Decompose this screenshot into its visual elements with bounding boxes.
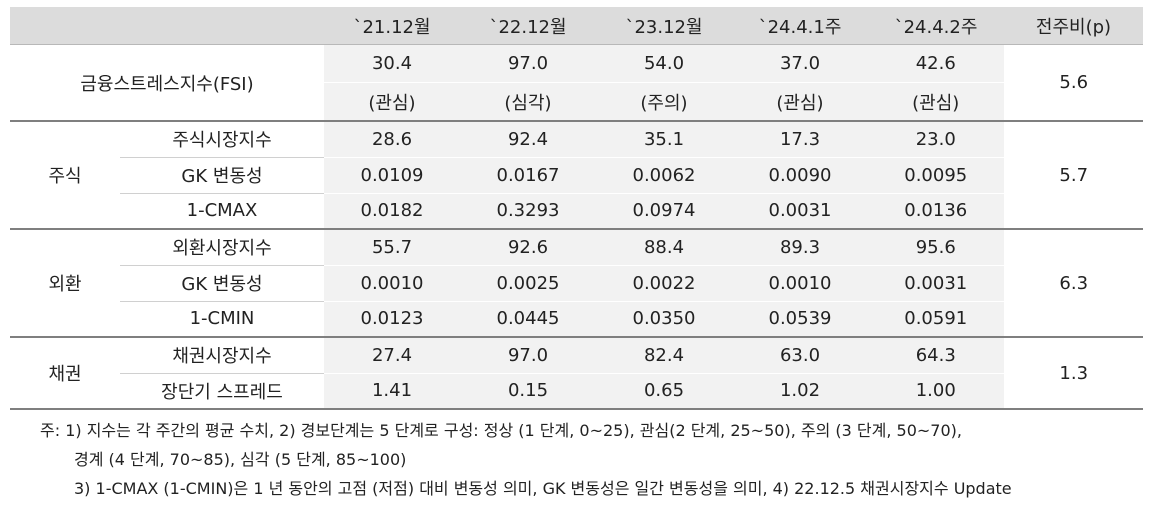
header-row: `21.12월 `22.12월 `23.12월 `24.4.1주 `24.4.2… bbox=[10, 7, 1143, 45]
table-cell: 0.0095 bbox=[868, 157, 1004, 194]
header-col: `21.12월 bbox=[324, 7, 460, 45]
table-cell: 0.0539 bbox=[732, 301, 868, 338]
table-cell: 1.00 bbox=[868, 373, 1004, 410]
table-cell: 0.0090 bbox=[732, 157, 868, 194]
table-cell: 0.0010 bbox=[324, 265, 460, 302]
table-cell: 0.0123 bbox=[324, 301, 460, 338]
table-row: 1-CMIN 0.0123 0.0445 0.0350 0.0539 0.059… bbox=[10, 301, 1143, 338]
fsi-value: 37.0 bbox=[732, 44, 868, 83]
header-col: `22.12월 bbox=[460, 7, 596, 45]
fsi-level: (심각) bbox=[460, 82, 596, 122]
table-cell: 0.0350 bbox=[596, 301, 732, 338]
header-col: `24.4.2주 bbox=[868, 7, 1004, 45]
table-cell: 0.0974 bbox=[596, 193, 732, 230]
table-cell: 82.4 bbox=[596, 337, 732, 374]
table-row: 주식 주식시장지수 28.6 92.4 35.1 17.3 23.0 5.7 bbox=[10, 121, 1143, 230]
table-row: 외환 외환시장지수 55.7 92.6 88.4 89.3 95.6 6.3 bbox=[10, 229, 1143, 338]
fsi-label: 금융스트레스지수(FSI) bbox=[10, 44, 324, 122]
group-label-stock: 주식 bbox=[10, 121, 120, 230]
table-cell: 97.0 bbox=[460, 337, 596, 374]
row-label: 외환시장지수 bbox=[120, 229, 324, 266]
table-cell: 0.0062 bbox=[596, 157, 732, 194]
table-cell: 0.65 bbox=[596, 373, 732, 410]
row-label: GK 변동성 bbox=[120, 265, 324, 302]
fsi-levels-row: (관심) (심각) (주의) (관심) (관심) bbox=[10, 82, 1143, 122]
table-row: 장단기 스프레드 1.41 0.15 0.65 1.02 1.00 bbox=[10, 373, 1143, 410]
table-cell: 64.3 bbox=[868, 337, 1004, 374]
table-cell: 0.3293 bbox=[460, 193, 596, 230]
header-col: `23.12월 bbox=[596, 7, 732, 45]
table-cell: 89.3 bbox=[732, 229, 868, 266]
group-change: 5.7 bbox=[1003, 121, 1143, 230]
table-cell: 0.0031 bbox=[732, 193, 868, 230]
table-row: 1-CMAX 0.0182 0.3293 0.0974 0.0031 0.013… bbox=[10, 193, 1143, 230]
table-cell: 92.6 bbox=[460, 229, 596, 266]
row-label: 1-CMIN bbox=[120, 301, 324, 338]
row-label: 주식시장지수 bbox=[120, 121, 324, 158]
table-row: 채권 채권시장지수 27.4 97.0 82.4 63.0 64.3 1.3 bbox=[10, 337, 1143, 410]
table-cell: 63.0 bbox=[732, 337, 868, 374]
table-cell: 0.0109 bbox=[324, 157, 460, 194]
table-cell: 17.3 bbox=[732, 121, 868, 158]
table-cell: 0.0025 bbox=[460, 265, 596, 302]
fsi-level: (주의) bbox=[596, 82, 732, 122]
fsi-value: 30.4 bbox=[324, 44, 460, 83]
header-change: 전주비(p) bbox=[1004, 7, 1143, 45]
table-cell: 1.41 bbox=[324, 373, 460, 410]
fsi-value: 42.6 bbox=[868, 44, 1004, 83]
note-line: 경계 (4 단계, 70~85), 심각 (5 단계, 85~100) bbox=[74, 450, 407, 469]
table-cell: 0.0182 bbox=[324, 193, 460, 230]
fsi-table: `21.12월 `22.12월 `23.12월 `24.4.1주 `24.4.2… bbox=[10, 7, 1143, 410]
table-cell: 35.1 bbox=[596, 121, 732, 158]
header-blank bbox=[10, 7, 324, 45]
table-row: GK 변동성 0.0010 0.0025 0.0022 0.0010 0.003… bbox=[10, 265, 1143, 302]
fsi-value: 54.0 bbox=[596, 44, 732, 83]
table-cell: 55.7 bbox=[324, 229, 460, 266]
header-col: `24.4.1주 bbox=[732, 7, 868, 45]
table-cell: 28.6 bbox=[324, 121, 460, 158]
table-cell: 0.0136 bbox=[868, 193, 1004, 230]
table-cell: 27.4 bbox=[324, 337, 460, 374]
table-cell: 92.4 bbox=[460, 121, 596, 158]
row-label: GK 변동성 bbox=[120, 157, 324, 194]
row-label: 1-CMAX bbox=[120, 193, 324, 230]
table-cell: 0.0591 bbox=[868, 301, 1004, 338]
note-line: 3) 1-CMAX (1-CMIN)은 1 년 동안의 고점 (저점) 대비 변… bbox=[74, 479, 1012, 498]
group-label-fx: 외환 bbox=[10, 229, 120, 338]
group-change: 1.3 bbox=[1003, 337, 1143, 410]
table-cell: 1.02 bbox=[732, 373, 868, 410]
table-cell: 0.0445 bbox=[460, 301, 596, 338]
fsi-level: (관심) bbox=[868, 82, 1004, 122]
table-cell: 95.6 bbox=[868, 229, 1004, 266]
table-cell: 88.4 bbox=[596, 229, 732, 266]
table-cell: 23.0 bbox=[868, 121, 1004, 158]
table-row: GK 변동성 0.0109 0.0167 0.0062 0.0090 0.009… bbox=[10, 157, 1143, 194]
table-notes: 주: 1) 지수는 각 주간의 평균 수치, 2) 경보단계는 5 단계로 구성… bbox=[40, 416, 1012, 503]
fsi-level: (관심) bbox=[324, 82, 460, 122]
fsi-values-row: 금융스트레스지수(FSI) 30.4 97.0 54.0 37.0 42.6 5… bbox=[10, 44, 1143, 122]
table-cell: 0.0010 bbox=[732, 265, 868, 302]
fsi-level: (관심) bbox=[732, 82, 868, 122]
group-change: 6.3 bbox=[1003, 229, 1143, 338]
row-label: 채권시장지수 bbox=[120, 337, 324, 374]
table-cell: 0.0022 bbox=[596, 265, 732, 302]
table-cell: 0.0167 bbox=[460, 157, 596, 194]
table-cell: 0.15 bbox=[460, 373, 596, 410]
group-label-bond: 채권 bbox=[10, 337, 120, 410]
table-cell: 0.0031 bbox=[868, 265, 1004, 302]
row-label: 장단기 스프레드 bbox=[120, 373, 324, 410]
fsi-change: 5.6 bbox=[1003, 44, 1143, 122]
note-line: 주: 1) 지수는 각 주간의 평균 수치, 2) 경보단계는 5 단계로 구성… bbox=[40, 421, 962, 440]
fsi-value: 97.0 bbox=[460, 44, 596, 83]
